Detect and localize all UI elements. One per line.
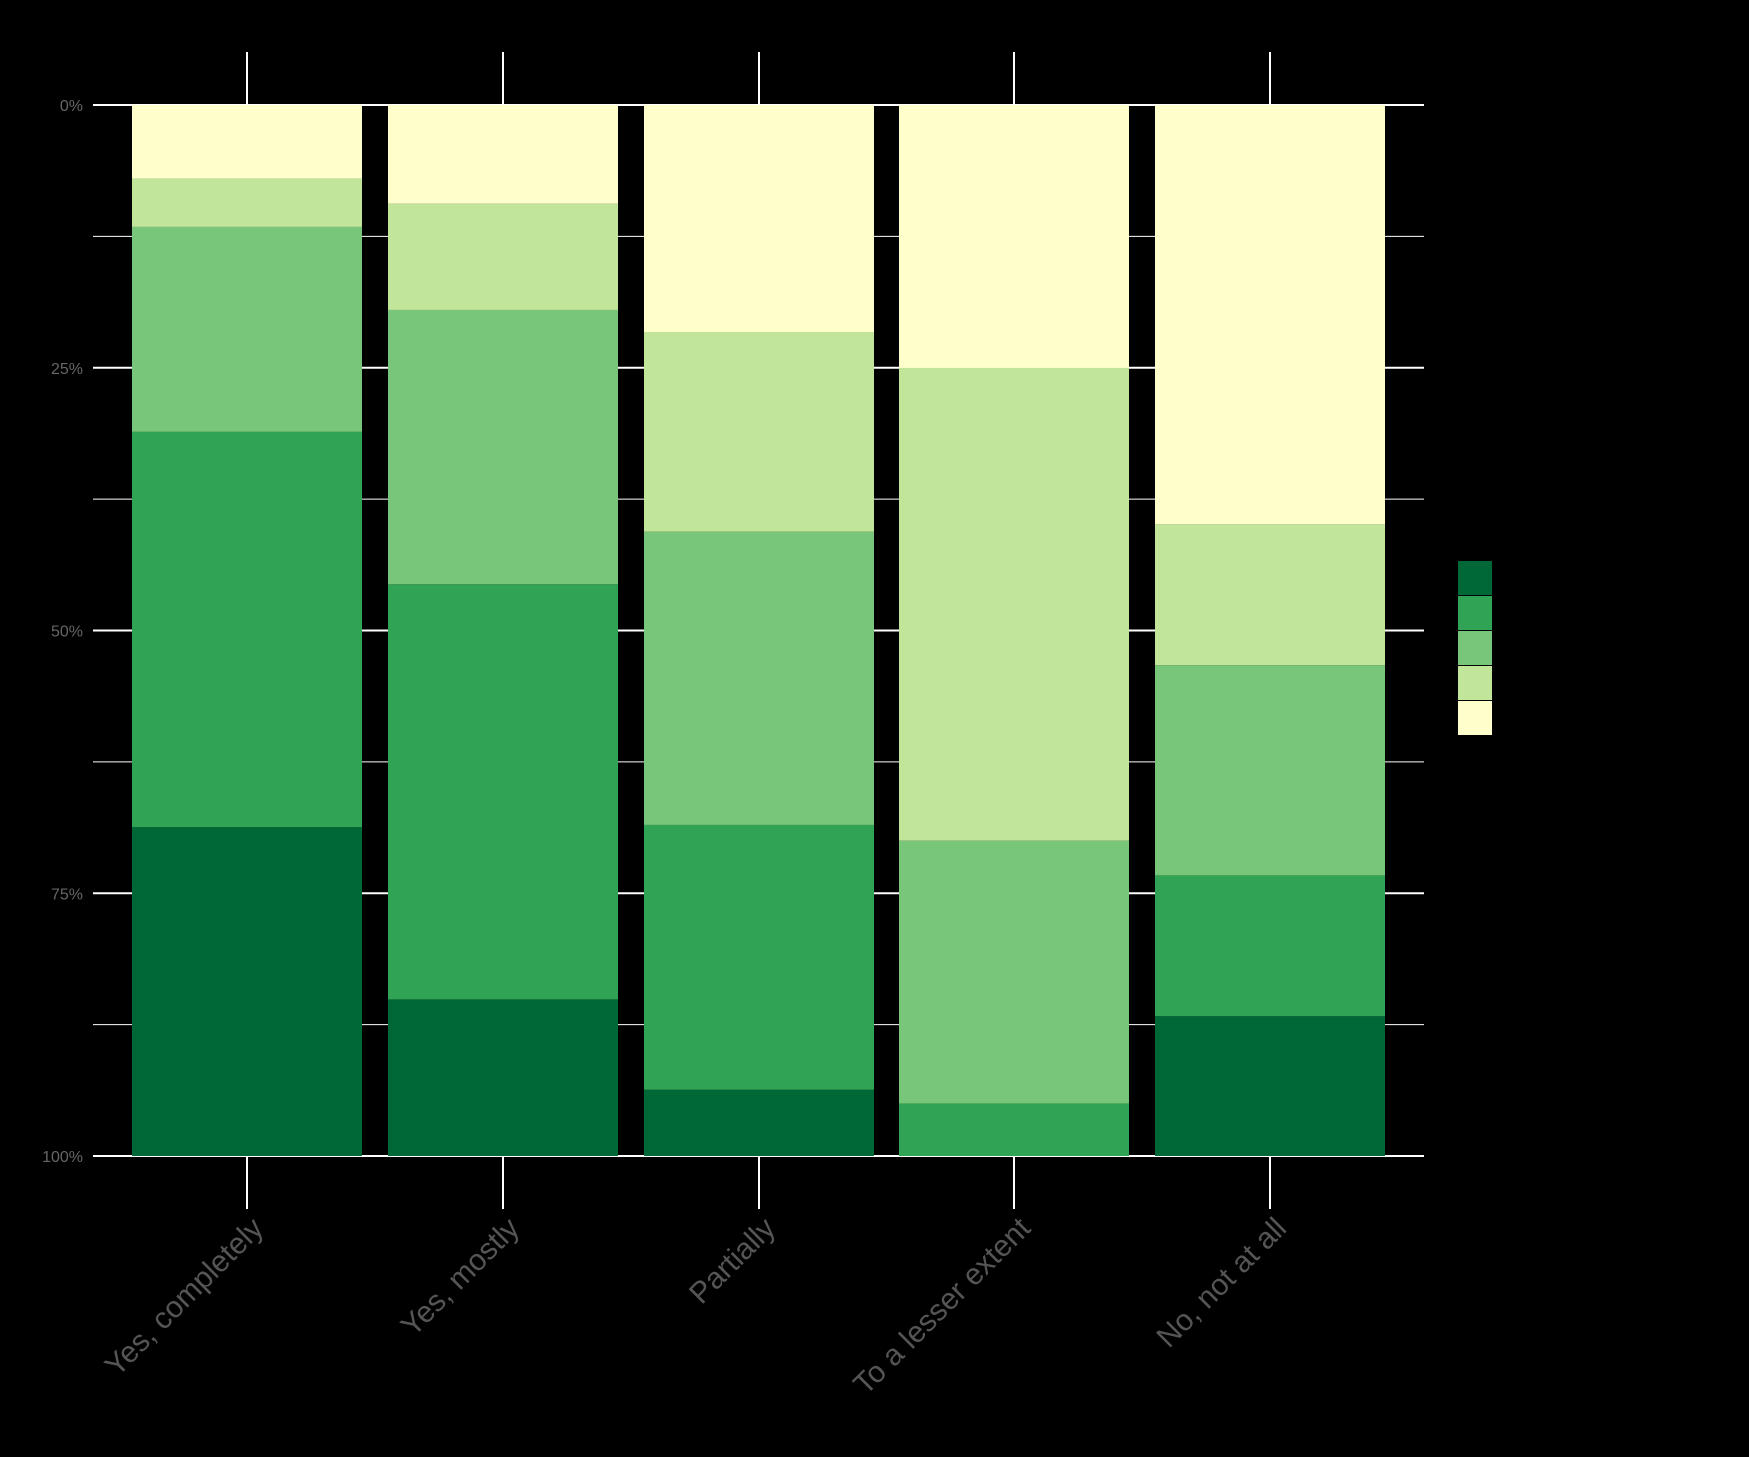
x-tick-label: Yes, completely bbox=[99, 1212, 270, 1383]
legend-swatch bbox=[1458, 596, 1492, 630]
x-axis-tick-labels: Yes, completely Yes, mostly Partially To a … bbox=[99, 1211, 1293, 1401]
bar-segment bbox=[1155, 105, 1385, 525]
legend bbox=[1458, 561, 1492, 735]
y-tick-label: 50% bbox=[51, 624, 83, 641]
legend-swatch bbox=[1458, 666, 1492, 700]
x-tick-label: Yes, mostly bbox=[395, 1212, 526, 1343]
axes bbox=[246, 52, 1271, 1209]
bar-segment bbox=[644, 105, 874, 333]
legend-swatch bbox=[1458, 631, 1492, 665]
bar-segment bbox=[1155, 875, 1385, 1017]
y-tick-label: 25% bbox=[51, 361, 83, 378]
bar-segment bbox=[388, 584, 618, 1000]
bar-segment bbox=[644, 1089, 874, 1156]
bar-segment bbox=[644, 824, 874, 1090]
bar-segment bbox=[388, 999, 618, 1156]
bar-segment bbox=[132, 105, 362, 179]
y-tick-label: 0% bbox=[60, 98, 83, 115]
bar-segment bbox=[899, 1103, 1129, 1156]
bar-segment bbox=[1155, 1016, 1385, 1156]
x-tick-label: To a lesser extent bbox=[847, 1211, 1037, 1401]
bar-segment bbox=[644, 531, 874, 825]
x-tick-label: Partially bbox=[683, 1212, 782, 1311]
bar-segment bbox=[644, 332, 874, 532]
legend-swatch bbox=[1458, 561, 1492, 595]
bar-segment bbox=[899, 105, 1129, 368]
bar-segment bbox=[132, 827, 362, 1156]
bar-segment bbox=[1155, 524, 1385, 666]
bar-segment bbox=[132, 178, 362, 227]
legend-swatch bbox=[1458, 701, 1492, 735]
bar-segment bbox=[899, 840, 1129, 1104]
bar-segment bbox=[132, 226, 362, 432]
bar-segment bbox=[388, 309, 618, 585]
y-tick-label: 100% bbox=[42, 1149, 83, 1166]
bars bbox=[132, 105, 1385, 1156]
bar-segment bbox=[388, 105, 618, 204]
x-tick-label: No, not at all bbox=[1151, 1212, 1293, 1354]
y-axis-tick-labels: 0% 25% 50% 75% 100% bbox=[42, 98, 83, 1166]
bar-segment bbox=[899, 367, 1129, 841]
bar-segment bbox=[1155, 665, 1385, 876]
y-tick-label: 75% bbox=[51, 886, 83, 903]
bar-segment bbox=[132, 431, 362, 828]
bar-segment bbox=[388, 203, 618, 310]
